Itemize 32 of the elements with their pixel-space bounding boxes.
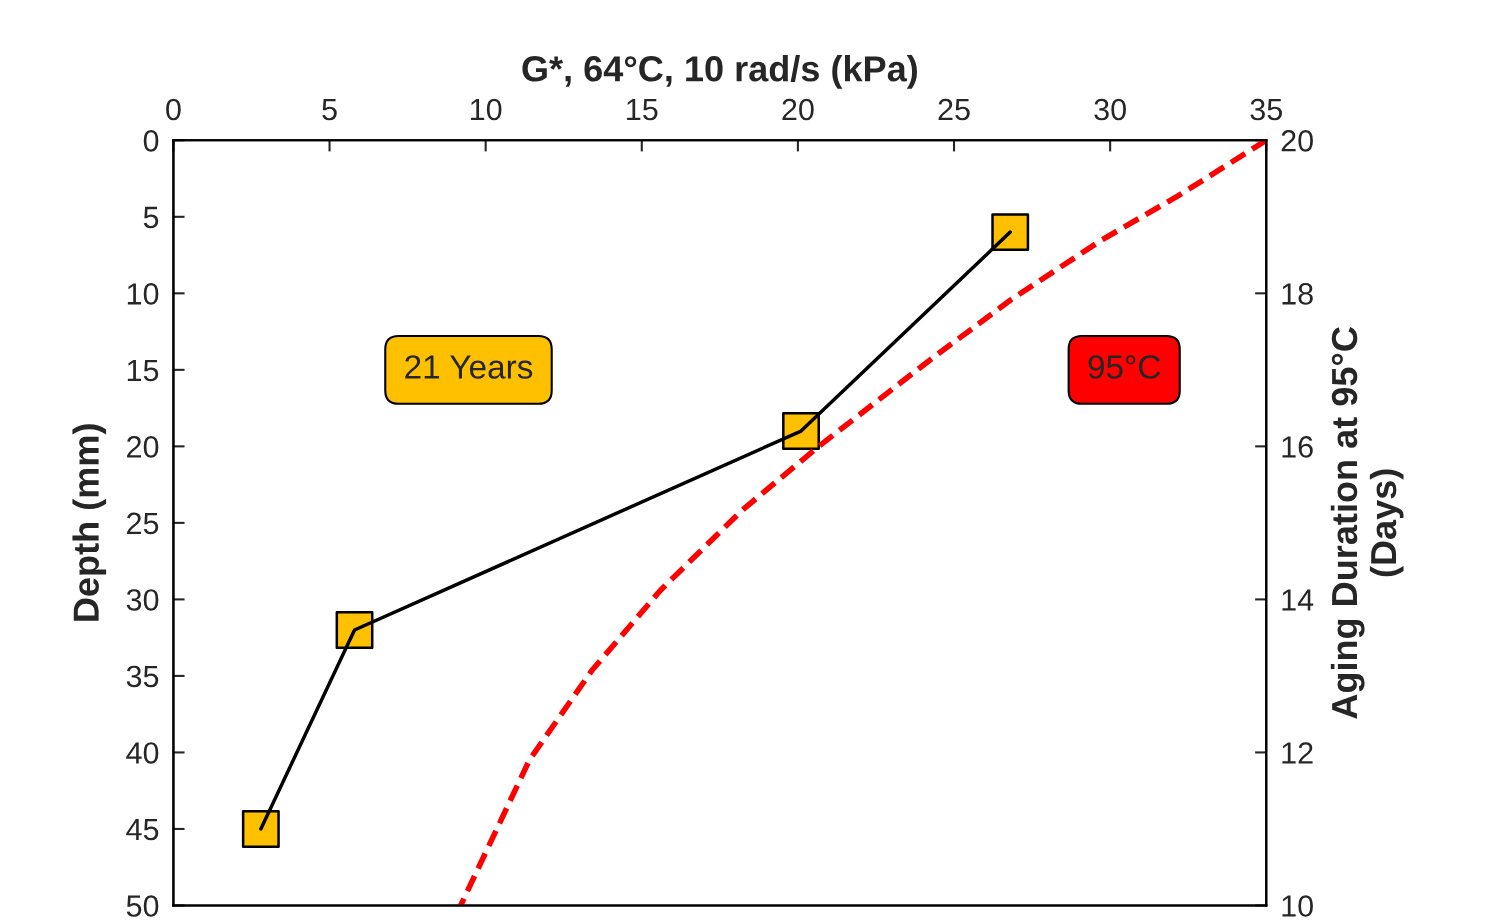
x-tick-label: 0 [166,98,181,121]
x-tick-label: 10 [471,98,502,121]
y-axis-title: Depth (mm) [72,424,107,621]
x-tick-label: 25 [938,98,970,121]
y-tick-label: 50 [126,895,159,917]
x-axis-title: G*, 64°C, 10 rad/s (kPa) [522,55,917,89]
y2-tick-label: 20 [1281,130,1313,152]
x-tick-label: 30 [1094,98,1126,121]
y-tick-label: 5 [143,206,159,229]
y-tick-label: 20 [127,436,159,458]
y-tick-label: 0 [143,130,159,152]
y2-tick-label: 10 [1282,895,1313,917]
y-tick-label: 15 [127,359,159,382]
x-tick-label: 15 [627,99,658,121]
y2-tick-label: 16 [1282,436,1313,458]
point [241,809,280,848]
y-tick-label: 30 [126,589,159,611]
y-tick-label: 10 [127,283,159,305]
y-tick-label: 45 [126,819,159,841]
y-tick-label: 25 [127,512,159,535]
y2-axis-title: Aging Duration at 95°C (Days) [1330,327,1404,719]
y2-tick-label: 14 [1282,589,1314,611]
point [991,213,1030,252]
y2-tick-label: 18 [1282,283,1313,305]
y-tick-label: 40 [126,742,159,764]
x-tick-label: 20 [782,98,814,121]
x-tick-label: 5 [322,99,337,121]
y2-tick-label: 12 [1282,742,1313,764]
x-tick-label: 35 [1250,98,1282,121]
annotation: 95°C [1088,355,1161,379]
y-tick-label: 35 [126,665,159,688]
annotation: 21 Years [405,355,533,379]
